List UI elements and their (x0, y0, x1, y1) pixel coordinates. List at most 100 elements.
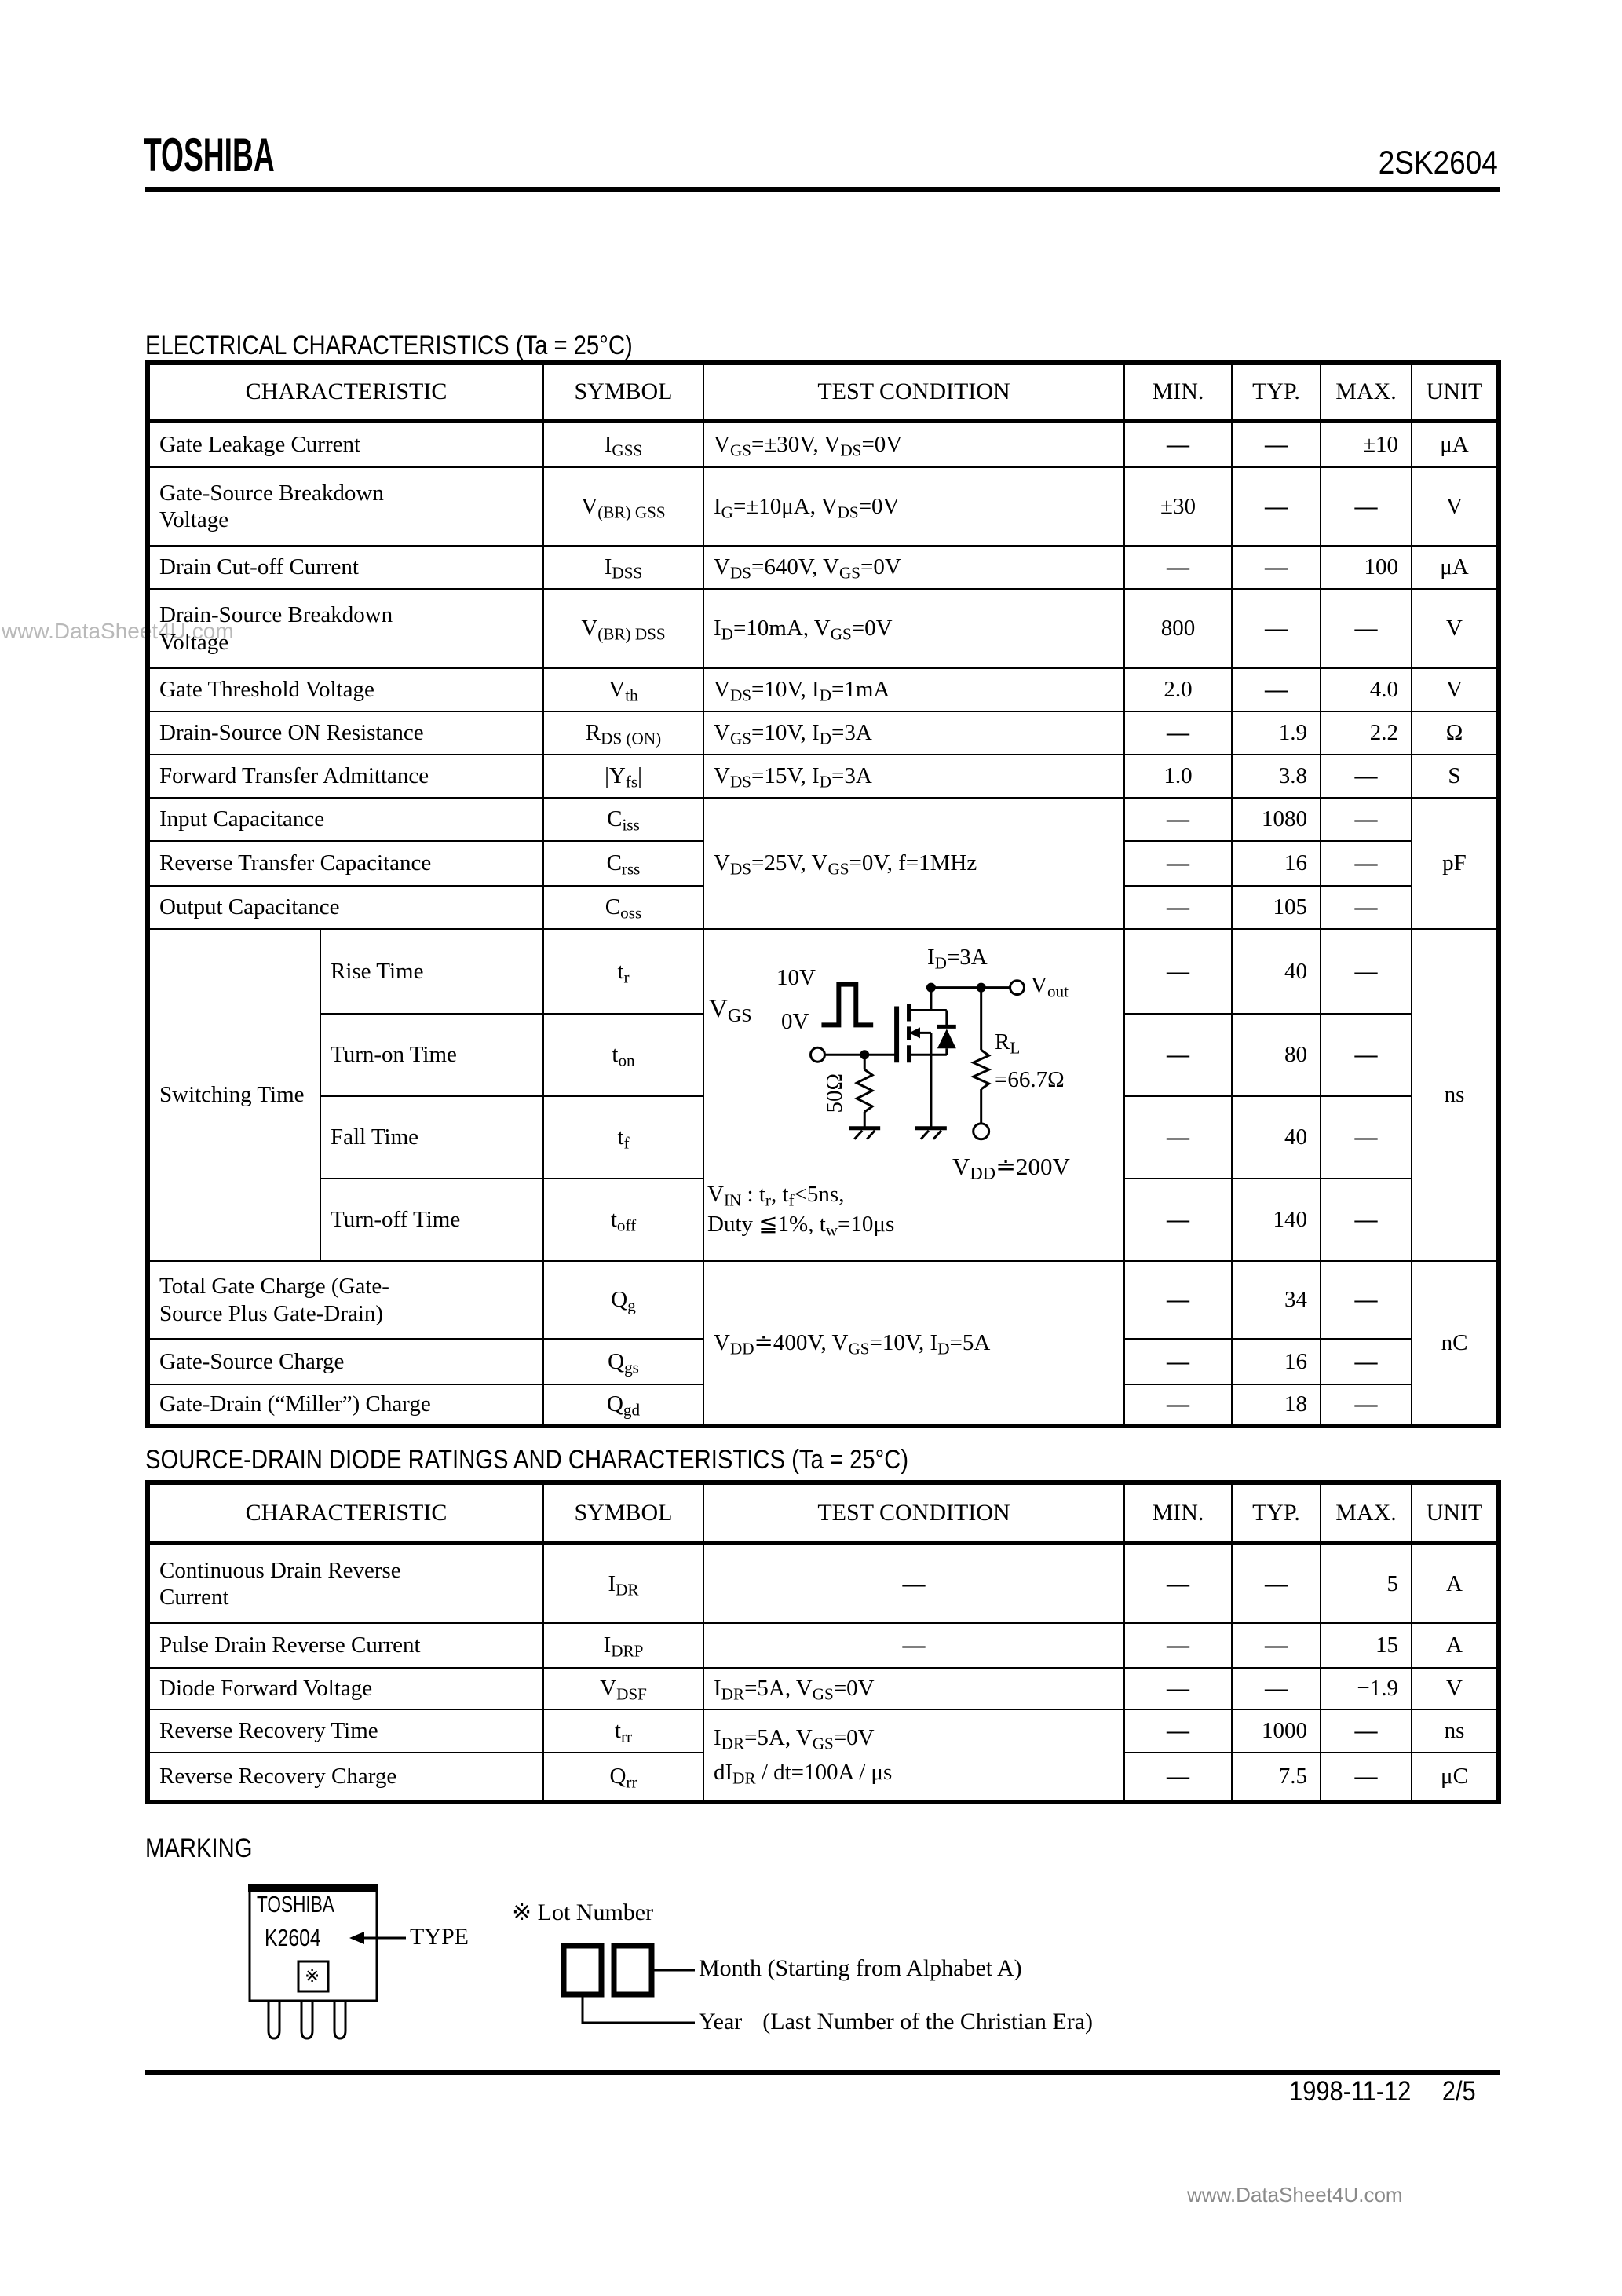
cell-symbol: tr (542, 928, 704, 1015)
footer-text: 1998-11-12 2/5 (1273, 2076, 1476, 2108)
row-total-gate-charge: Total Gate Charge (Gate- Source Plus Gate… (147, 1260, 1500, 1427)
cell-typ: 105 (1231, 885, 1321, 930)
row-gate-drain-miller-charge: Gate-Drain (“Miller”) Charge Qgd — 18 — (147, 1384, 1499, 1427)
col-symbol: SYMBOL (542, 1482, 704, 1545)
cell-symbol: IDR (542, 1542, 704, 1624)
cell-symbol: Qgd (542, 1384, 704, 1427)
load-resistor-zigzag (970, 1049, 992, 1091)
cell-max: 15 (1320, 1622, 1412, 1669)
cell-typ: — (1231, 1622, 1321, 1669)
diode-header-row: CHARACTERISTIC SYMBOL TEST CONDITION MIN… (147, 1482, 1500, 1545)
cell-typ: 1000 (1231, 1709, 1321, 1753)
cell-symbol: Vth (542, 667, 704, 712)
cell-symbol: Crss (542, 840, 704, 887)
row-forward-transfer-admittance: Forward Transfer Admittance |Yfs| VDS=15… (147, 754, 1500, 799)
circuit-gate-resistor-label: 50Ω (822, 1073, 848, 1113)
electrical-header-row: CHARACTERISTIC SYMBOL TEST CONDITION MIN… (147, 362, 1500, 423)
cell-symbol: IGSS (542, 420, 704, 468)
cell-max: — (1320, 754, 1412, 799)
cell-min: — (1123, 545, 1233, 590)
row-continuous-drain-reverse-current: Continuous Drain Reverse Current IDR — — … (147, 1542, 1500, 1624)
row-drain-cutoff-current: Drain Cut-off Current IDSS VDS=640V, VGS… (147, 545, 1500, 590)
year-pointer-line (581, 1995, 695, 2024)
cell-condition: IG=±10μA, VDS=0V (703, 466, 1125, 547)
cell-min: 2.0 (1123, 667, 1233, 712)
cell-symbol: IDSS (542, 545, 704, 590)
col-test-condition: TEST CONDITION (703, 1482, 1125, 1545)
circuit-note-line1: VIN : tr, tf<5ns, (707, 1182, 845, 1210)
gate-resistor-zigzag (853, 1068, 875, 1113)
cell-max: 100 (1320, 545, 1412, 590)
cell-max: — (1320, 1338, 1412, 1385)
col-typ: TYP. (1231, 1482, 1321, 1545)
cell-characteristic: Gate Threshold Voltage (147, 667, 544, 712)
cell-max: — (1320, 1178, 1412, 1262)
circuit-rl-value-label: =66.7Ω (995, 1067, 1065, 1092)
watermark-bottom: www.DataSheet4U.com (1187, 2183, 1403, 2206)
package-lot-mark: ※ (305, 1966, 320, 1986)
cell-max: — (1320, 885, 1412, 930)
cell-typ: — (1231, 420, 1321, 468)
circuit-rl-label: RL (995, 1029, 1021, 1058)
cell-typ: 140 (1231, 1178, 1321, 1262)
toshiba-logo: TOSHIBA (144, 132, 355, 179)
row-gate-source-charge: Gate-Source Charge Qgs — 16 — (147, 1338, 1499, 1385)
cell-symbol: |Yfs| (542, 754, 704, 799)
cell-max: — (1320, 840, 1412, 887)
cell-min: 800 (1123, 588, 1233, 669)
cell-min: — (1123, 1013, 1233, 1097)
cell-characteristic: Output Capacitance (147, 885, 544, 930)
cell-max: — (1320, 1095, 1412, 1179)
row-reverse-recovery-charge: Reverse Recovery Charge Qrr — 7.5 — μC (147, 1752, 1500, 1803)
cell-min: — (1123, 1178, 1233, 1262)
cell-typ: 16 (1231, 840, 1321, 887)
cell-typ: 3.8 (1231, 754, 1321, 799)
cell-max: — (1320, 928, 1412, 1015)
cell-characteristic: Drain-Source Breakdown Voltage (147, 588, 544, 669)
cell-unit: μC (1411, 1752, 1500, 1803)
cell-characteristic: Turn-off Time (320, 1178, 544, 1262)
cell-characteristic: Reverse Recovery Time (147, 1709, 544, 1753)
cell-min: — (1123, 1667, 1233, 1710)
cell-characteristic: Reverse Recovery Charge (147, 1752, 544, 1803)
cell-typ: — (1231, 667, 1321, 712)
recovery-condition-line2: dIDR / dt=100A / μs (714, 1760, 893, 1788)
cell-symbol: Ciss (542, 797, 704, 842)
col-typ: TYP. (1231, 362, 1321, 423)
circuit-vdd-label: VDD≐200V (952, 1153, 1070, 1183)
cell-symbol: ton (542, 1013, 704, 1097)
cell-typ: 7.5 (1231, 1752, 1321, 1803)
cell-characteristic: Diode Forward Voltage (147, 1667, 544, 1710)
package-brand-text: TOSHIBA (257, 1892, 334, 1918)
cell-min: — (1123, 1752, 1233, 1803)
cell-condition: VGS=10V, ID=3A (703, 711, 1125, 755)
col-max: MAX. (1320, 1482, 1412, 1545)
cell-condition: VDS=10V, ID=1mA (703, 667, 1125, 712)
pulse-waveform (821, 982, 874, 1028)
package-top-bar (248, 1884, 378, 1892)
cell-condition: — (703, 1542, 1125, 1624)
package-type-code-text: K2604 (265, 1924, 321, 1951)
cell-characteristic: Reverse Transfer Capacitance (147, 840, 544, 887)
cell-unit: S (1411, 754, 1500, 799)
cell-condition: VDS=640V, VGS=0V (703, 545, 1125, 590)
cell-characteristic: Drain Cut-off Current (147, 545, 544, 590)
cell-condition: — (703, 1622, 1125, 1669)
cell-unit: Ω (1411, 711, 1500, 755)
cell-unit: V (1411, 1667, 1500, 1710)
type-label: TYPE (410, 1924, 469, 1950)
cell-typ: 40 (1231, 928, 1321, 1015)
diode-table: CHARACTERISTIC SYMBOL TEST CONDITION MIN… (145, 1480, 1501, 1804)
cell-unit: μA (1411, 545, 1500, 590)
lot-digit-box-year (561, 1943, 605, 1998)
junction-dot (976, 982, 986, 993)
footer-date: 1998-11-12 (1289, 2076, 1412, 2107)
cell-switching-group-label: Switching Time (147, 928, 321, 1262)
cell-unit: V (1411, 466, 1500, 547)
cell-max: ±10 (1320, 420, 1412, 468)
cell-characteristic: Rise Time (320, 928, 544, 1015)
circuit-note-line2: Duty ≦1%, tw=10μs (707, 1212, 895, 1240)
cell-symbol: Coss (542, 885, 704, 930)
cell-symbol: tf (542, 1095, 704, 1179)
